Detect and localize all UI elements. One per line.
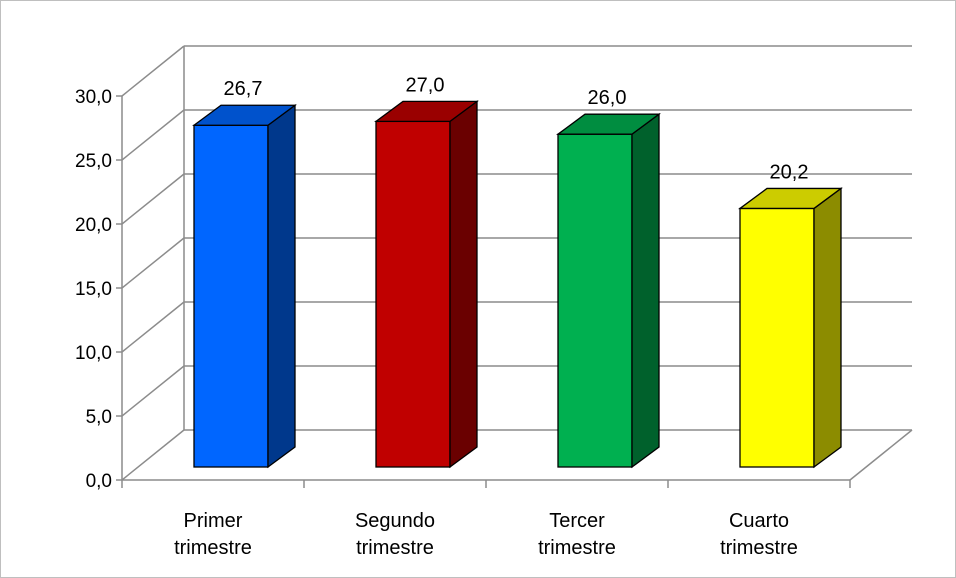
side-wall-line	[121, 301, 185, 353]
side-wall-line	[121, 109, 185, 161]
bar-top-face	[374, 100, 479, 123]
bar-side-face	[631, 112, 660, 469]
side-wall-line	[121, 429, 185, 481]
x-category-label: Tercer	[549, 510, 605, 532]
labels: 0,0 5,0 10,0 15,0 20,0 25,0 30,0 26,7 Primer trim…	[75, 74, 808, 559]
bars	[192, 100, 843, 469]
bar-front-face	[375, 120, 451, 468]
x-category-label: trimestre	[720, 537, 798, 559]
x-category-label: Cuarto	[729, 510, 789, 532]
x-category-label: Primer	[184, 510, 243, 532]
y-tick-label: 5,0	[86, 407, 112, 428]
y-tick-label: 20,0	[75, 215, 112, 236]
bar-top-face	[738, 187, 843, 210]
data-label: 27,0	[406, 74, 445, 96]
bar-front-face	[193, 124, 269, 468]
y-tick-label: 25,0	[75, 151, 112, 172]
bar-top-face	[556, 113, 661, 135]
bar-side-face	[267, 103, 296, 469]
x-category-label: trimestre	[174, 537, 252, 559]
floor-edge	[849, 429, 913, 481]
y-tick-label: 15,0	[75, 279, 112, 300]
bar-top-face	[192, 104, 297, 126]
data-label: 20,2	[770, 161, 809, 183]
x-category-label: trimestre	[356, 537, 434, 559]
y-tick-label: 10,0	[75, 343, 112, 364]
bar-front-face	[557, 133, 633, 468]
axes	[116, 95, 913, 488]
side-wall-line	[121, 45, 185, 97]
side-wall-line	[121, 237, 185, 289]
x-category-label: Segundo	[355, 510, 435, 532]
data-label: 26,0	[588, 87, 627, 109]
bar-side-face	[449, 100, 478, 469]
y-tick-label: 0,0	[86, 471, 112, 492]
y-tick-label: 30,0	[75, 87, 112, 108]
bar	[374, 100, 479, 469]
bar	[556, 112, 661, 469]
bar-front-face	[739, 207, 815, 468]
bar-side-face	[813, 187, 842, 469]
bar	[192, 103, 297, 469]
data-label: 26,7	[224, 78, 263, 100]
side-wall-line	[121, 365, 185, 417]
bar	[738, 187, 843, 469]
side-wall-line	[121, 173, 185, 225]
x-category-label: trimestre	[538, 537, 616, 559]
